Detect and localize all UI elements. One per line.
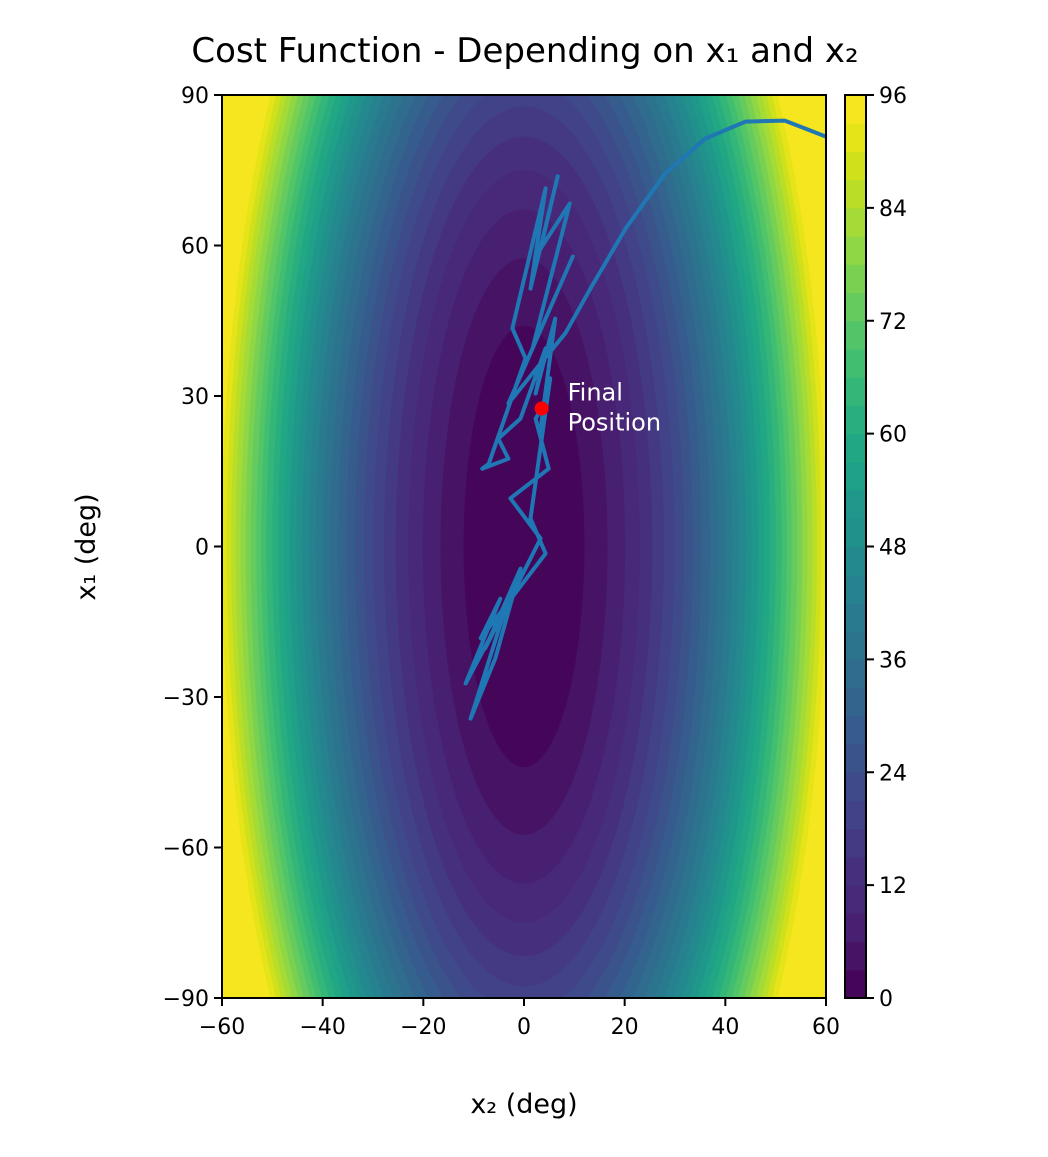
colorbar-band xyxy=(845,659,866,689)
colorbar-band xyxy=(845,377,866,406)
colorbar-band xyxy=(845,151,866,181)
colorbar-band xyxy=(845,715,866,745)
trajectory-line xyxy=(463,118,826,721)
colorbar-band xyxy=(845,433,866,463)
colorbar-band xyxy=(845,687,866,717)
x-tick-label: −20 xyxy=(400,1015,446,1040)
colorbar-band xyxy=(845,856,866,886)
colorbar-band xyxy=(845,828,866,858)
colorbar-band xyxy=(845,969,866,999)
colorbar-tick-label: 0 xyxy=(879,987,893,1012)
y-tick-label: −90 xyxy=(163,987,209,1012)
colorbar-band xyxy=(845,885,866,914)
x-tick-label: −60 xyxy=(199,1015,245,1040)
annotation: Final Position xyxy=(568,379,661,437)
x-tick-label: 60 xyxy=(812,1015,840,1040)
colorbar-band xyxy=(845,207,866,237)
y-tick-label: 0 xyxy=(195,536,209,561)
chart-title: Cost Function - Depending on x₁ and x₂ xyxy=(191,31,858,71)
colorbar-band xyxy=(845,631,866,660)
colorbar-band xyxy=(845,95,866,124)
y-tick-label: 60 xyxy=(181,235,209,260)
colorbar-band xyxy=(845,913,866,943)
y-axis-label: x₁ (deg) xyxy=(71,493,102,600)
colorbar-tick-label: 48 xyxy=(879,536,907,561)
colorbar-band xyxy=(845,518,866,547)
colorbar-band xyxy=(845,348,866,378)
colorbar-tick-label: 60 xyxy=(879,423,907,448)
contour-band xyxy=(463,325,585,768)
colorbar-band xyxy=(845,461,866,491)
x-axis-label: x₂ (deg) xyxy=(470,1089,577,1120)
colorbar-band xyxy=(845,772,866,801)
y-tick-label: 90 xyxy=(181,84,209,109)
x-tick-label: 20 xyxy=(611,1015,639,1040)
colorbar-band xyxy=(845,941,866,971)
colorbar-band xyxy=(845,405,866,435)
annotation-line: Position xyxy=(568,409,661,437)
colorbar-band xyxy=(845,320,866,350)
colorbar-band xyxy=(845,236,866,265)
colorbar-tick-label: 84 xyxy=(879,197,907,222)
annotation-line: Final xyxy=(568,379,623,407)
axes: −60 −40 −20 0 20 40 60 −90 −60 −30 0 30 60 90 0 12 24 36 4… xyxy=(163,84,907,1040)
plot-area xyxy=(222,95,826,998)
colorbar-band xyxy=(845,800,866,830)
colorbar-tick-label: 36 xyxy=(879,648,907,673)
colorbar-band xyxy=(845,292,866,322)
colorbar-band xyxy=(845,574,866,604)
x-tick-label: 0 xyxy=(517,1015,531,1040)
colorbar-tick-label: 24 xyxy=(879,761,907,786)
x-tick-label: 40 xyxy=(711,1015,739,1040)
colorbar-tick-label: 96 xyxy=(879,84,907,109)
colorbar-tick-label: 12 xyxy=(879,874,907,899)
y-tick-label: 30 xyxy=(181,385,209,410)
colorbar-band xyxy=(845,490,866,519)
colorbar-band xyxy=(845,123,866,152)
colorbar-band xyxy=(845,744,866,773)
colorbar-tick-label: 72 xyxy=(879,310,907,335)
final-position-marker xyxy=(534,401,549,416)
colorbar-band xyxy=(845,546,866,576)
colorbar-band xyxy=(845,264,866,294)
colorbar-band xyxy=(845,179,866,209)
y-tick-label: −30 xyxy=(163,686,209,711)
x-tick-label: −40 xyxy=(299,1015,345,1040)
y-tick-label: −60 xyxy=(163,837,209,862)
colorbar-band xyxy=(845,602,866,632)
